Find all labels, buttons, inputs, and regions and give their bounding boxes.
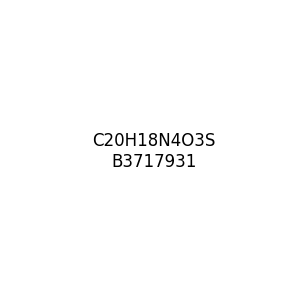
Text: C20H18N4O3S
B3717931: C20H18N4O3S B3717931: [92, 132, 215, 171]
